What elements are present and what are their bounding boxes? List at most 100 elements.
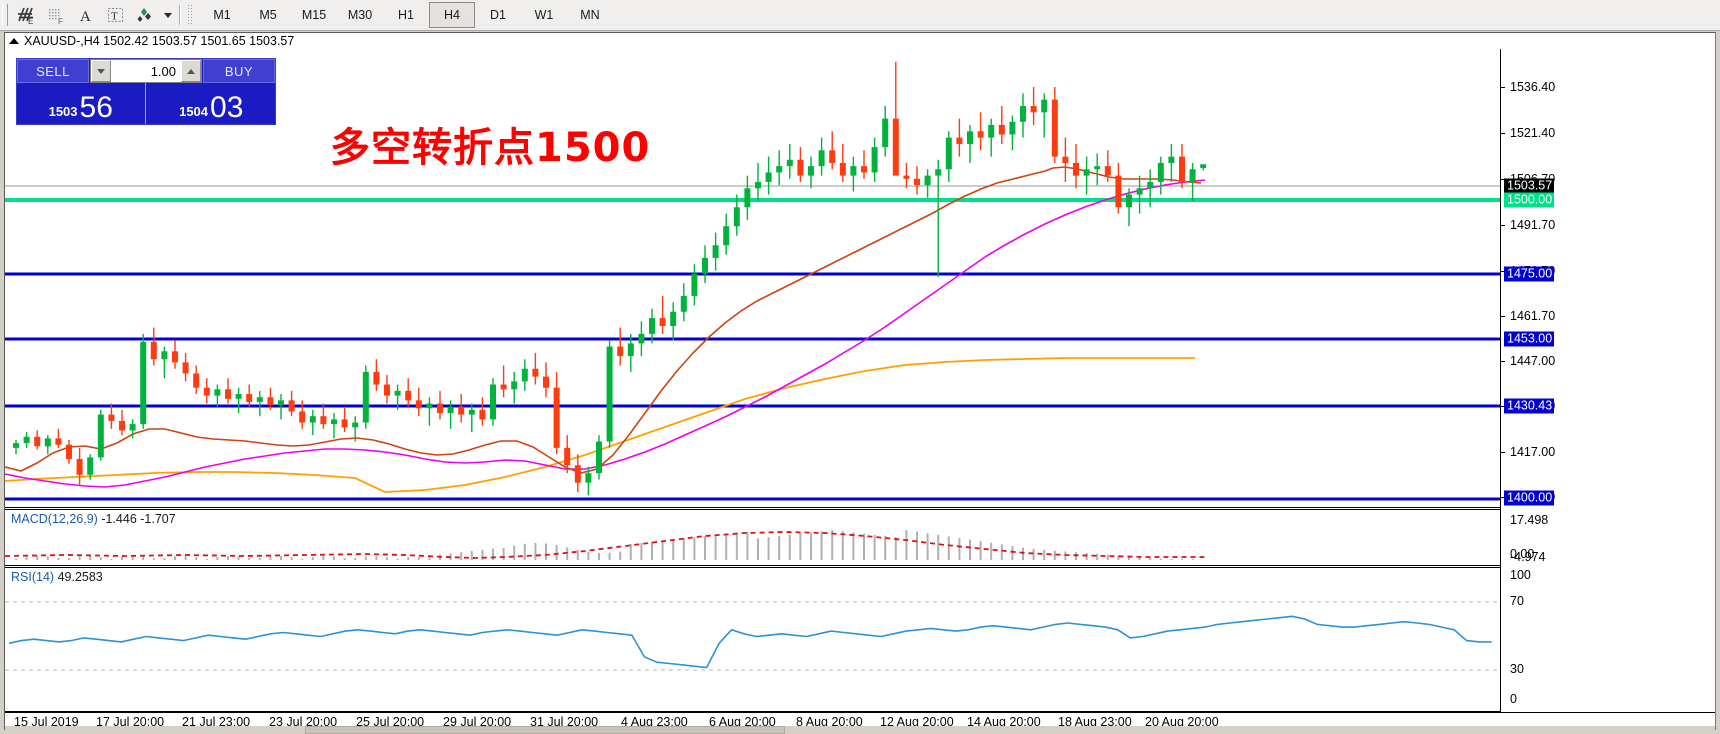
horizontal-scrollbar[interactable] <box>5 726 1715 734</box>
candle-body <box>829 150 836 163</box>
level-1475-badge[interactable]: 1475.00 <box>1504 266 1555 282</box>
candle-body <box>871 147 878 173</box>
candle-body <box>108 414 115 421</box>
rsi-line <box>8 615 1492 669</box>
level-1400-badge[interactable]: 1400.00 <box>1504 490 1555 506</box>
candle-body <box>1020 105 1026 122</box>
candle-body <box>903 175 910 179</box>
time-axis-label: 14 Aug 20:00 <box>967 715 1041 729</box>
macd-axis-label: 17.498 <box>1510 513 1549 527</box>
candle-body <box>691 273 698 296</box>
one-click-trading-panel[interactable]: SELL 1.00 BUY 1503 56 1504 03 <box>16 58 276 125</box>
indicators-icon[interactable]: E <box>11 2 41 28</box>
macd-label-values: -1.446 -1.707 <box>101 512 176 526</box>
sell-price[interactable]: 1503 56 <box>17 83 145 124</box>
price-axis-tick-label: 1521.40 <box>1510 126 1556 140</box>
rsi-label-values: 49.2583 <box>57 570 103 584</box>
candle-body <box>659 318 666 326</box>
candle-body <box>553 387 560 448</box>
toolbar-grip[interactable] <box>2 4 8 26</box>
level-1453-badge[interactable]: 1453.00 <box>1504 331 1555 347</box>
price-axis[interactable]: 1536.401521.401506.701491.701476.701461.… <box>1500 49 1715 712</box>
timeframe-mn[interactable]: MN <box>580 8 600 22</box>
candle-body <box>967 131 973 144</box>
objects-icon[interactable] <box>131 2 161 28</box>
text-tool-icon[interactable]: A <box>71 2 101 28</box>
candle-body <box>945 137 952 170</box>
candle-body <box>617 346 624 357</box>
candle-body <box>882 118 889 148</box>
time-axis-label: 6 Aug 20:00 <box>709 715 776 729</box>
candle-body <box>606 346 613 442</box>
crosshair-grid-icon[interactable]: F <box>41 2 71 28</box>
sell-button[interactable]: SELL <box>17 59 89 83</box>
price-axis-tick-mark <box>1501 271 1505 272</box>
candle-body <box>1030 105 1037 113</box>
candle-body <box>150 341 157 360</box>
time-axis-label: 15 Jul 2019 <box>14 715 79 729</box>
candle-body <box>140 341 147 425</box>
price-axis-tick-mark <box>1501 406 1505 407</box>
chevron-down-icon[interactable] <box>161 2 175 28</box>
rsi-label-name: RSI(14) <box>11 570 55 584</box>
toolbar-separator <box>179 5 181 25</box>
time-axis[interactable]: 15 Jul 2019 17 Jul 20:00 21 Jul 23:00 23 Ju… <box>5 712 1715 729</box>
candle-body <box>172 351 178 363</box>
macd-signal-line <box>5 531 1205 559</box>
level-1430-badge[interactable]: 1430.43 <box>1504 398 1555 414</box>
volume-increase-button[interactable] <box>181 60 201 82</box>
candle-body <box>373 371 380 385</box>
price-axis-tick-label: 1447.00 <box>1510 354 1556 368</box>
volume-stepper[interactable]: 1.00 <box>90 59 202 83</box>
symbol-ohlc-text: XAUUSD-,H4 1502.42 1503.57 1501.65 1503.… <box>24 34 295 48</box>
timeframe-m5[interactable]: M5 <box>259 8 277 22</box>
timeframe-toolbar-grip[interactable] <box>187 4 193 26</box>
candle-body <box>744 188 751 208</box>
scrollbar-thumb[interactable] <box>305 726 785 734</box>
candle-body <box>543 376 549 388</box>
svg-text:T: T <box>111 11 118 23</box>
price-pane[interactable] <box>5 49 1500 508</box>
timeframe-m1[interactable]: M1 <box>213 8 231 22</box>
rsi-label: RSI(14) 49.2583 <box>11 570 103 584</box>
candle-body <box>914 178 920 186</box>
main-toolbar: E F A T <box>0 0 1720 31</box>
level-1500-badge[interactable]: 1500.00 <box>1504 192 1555 208</box>
collapse-triangle-icon[interactable] <box>9 38 19 44</box>
candle-body <box>426 403 433 409</box>
candle-body <box>490 384 496 420</box>
candle-body <box>935 169 942 176</box>
candle-body <box>97 414 104 458</box>
rsi-axis-label: 70 <box>1510 594 1524 608</box>
macd-axis-label: -4.974 <box>1510 550 1546 564</box>
timeframe-h4[interactable]: H4 <box>429 2 475 28</box>
time-axis-label: 20 Aug 20:00 <box>1145 715 1219 729</box>
time-axis-label: 18 Aug 23:00 <box>1058 715 1132 729</box>
buy-button[interactable]: BUY <box>203 59 275 83</box>
rsi-pane[interactable]: RSI(14) 49.2583 <box>5 567 1500 712</box>
macd-label: MACD(12,26,9) -1.446 -1.707 <box>11 512 176 526</box>
price-axis-tick-label: 1491.70 <box>1510 218 1556 232</box>
candle-body <box>1062 156 1069 163</box>
candle-body <box>839 162 846 176</box>
candle-body <box>1094 166 1101 170</box>
candle-body <box>733 207 740 227</box>
time-axis-label: 25 Jul 20:00 <box>356 715 425 729</box>
candle-body <box>1041 99 1048 113</box>
text-label-icon[interactable]: T <box>101 2 131 28</box>
timeframe-h1[interactable]: H1 <box>398 8 414 22</box>
chart-window[interactable]: XAUUSD-,H4 1502.42 1503.57 1501.65 1503.… <box>4 32 1716 730</box>
candle-body <box>1136 188 1143 195</box>
candle-body <box>564 447 571 466</box>
price-axis-tick-mark <box>1501 133 1505 134</box>
timeframe-m15[interactable]: M15 <box>301 8 327 22</box>
volume-decrease-button[interactable] <box>91 60 111 82</box>
last-price-badge[interactable]: 1503.57 <box>1504 178 1555 194</box>
volume-input[interactable]: 1.00 <box>111 60 181 82</box>
macd-pane[interactable]: MACD(12,26,9) -1.446 -1.707 <box>5 509 1500 566</box>
candle-body <box>680 295 687 312</box>
timeframe-d1[interactable]: D1 <box>490 8 506 22</box>
timeframe-w1[interactable]: W1 <box>534 8 554 22</box>
timeframe-m30[interactable]: M30 <box>347 8 373 22</box>
buy-price[interactable]: 1504 03 <box>148 83 276 124</box>
